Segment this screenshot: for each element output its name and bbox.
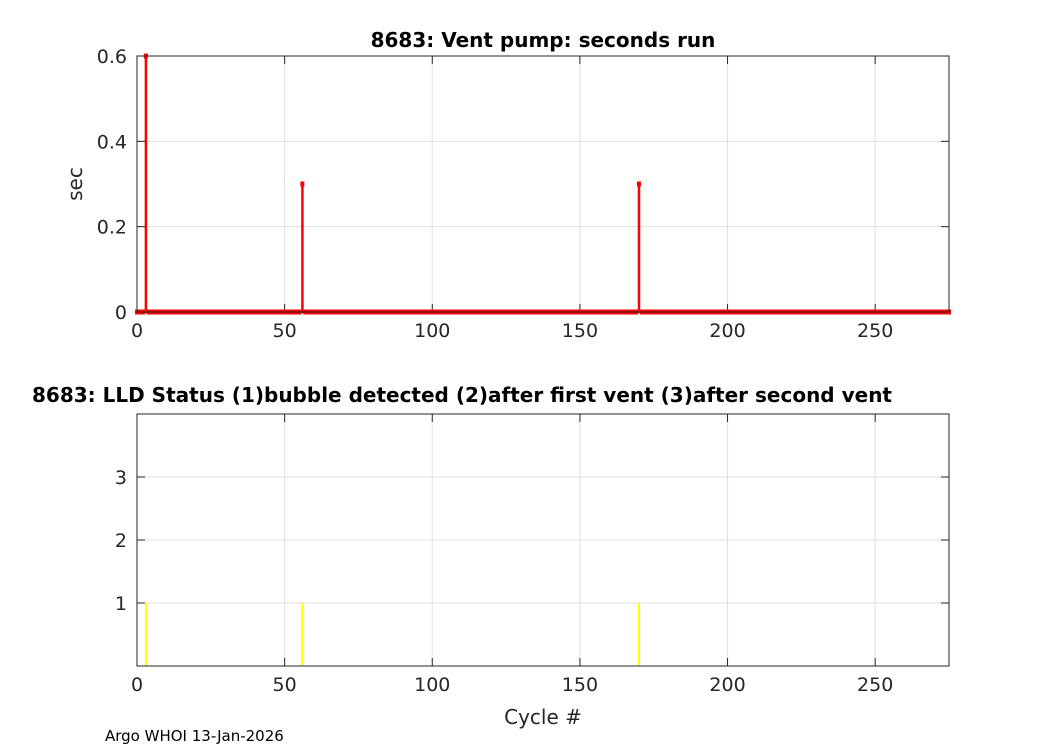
y-tick-label: 3 — [115, 467, 127, 489]
x-tick-label: 50 — [273, 320, 297, 342]
vent-pump-axes: 0 50 100 150 200 250 0 0.2 0.4 0.6 — [97, 46, 951, 342]
footer-text: Argo WHOI 13-Jan-2026 — [105, 727, 284, 745]
data-point — [636, 181, 641, 187]
x-tick-label: 0 — [131, 674, 143, 696]
x-tick-label: 0 — [131, 320, 143, 342]
axes-frame — [136, 413, 950, 667]
plot-area — [137, 56, 949, 312]
x-tick-label: 150 — [562, 674, 598, 696]
x-tick-label: 150 — [562, 320, 598, 342]
y-tick-label: 0.2 — [97, 217, 127, 239]
lld-status-title: 8683: LLD Status (1)bubble detected (2)a… — [32, 383, 892, 407]
vent-pump-title: 8683: Vent pump: seconds run — [371, 28, 716, 52]
y-tick-label: 1 — [115, 593, 127, 615]
x-tick-label: 50 — [273, 674, 297, 696]
x-tick-label: 250 — [857, 320, 893, 342]
y-tick-label: 2 — [115, 530, 127, 552]
data-point — [300, 181, 305, 187]
lld-status-xlabel: Cycle # — [504, 705, 582, 729]
lld-status-axes: 0 50 100 150 200 250 1 2 3 — [115, 413, 950, 696]
y-tick-label: 0 — [115, 302, 127, 324]
x-tick-label: 200 — [709, 320, 745, 342]
x-tick-label: 100 — [414, 320, 450, 342]
x-tick-label: 200 — [709, 674, 745, 696]
axes-frame — [136, 55, 950, 313]
x-tick-label: 250 — [857, 674, 893, 696]
x-tick-label: 100 — [414, 674, 450, 696]
vent-pump-ylabel: sec — [63, 167, 87, 201]
y-tick-label: 0.4 — [97, 131, 127, 153]
y-tick-label: 0.6 — [97, 46, 127, 68]
